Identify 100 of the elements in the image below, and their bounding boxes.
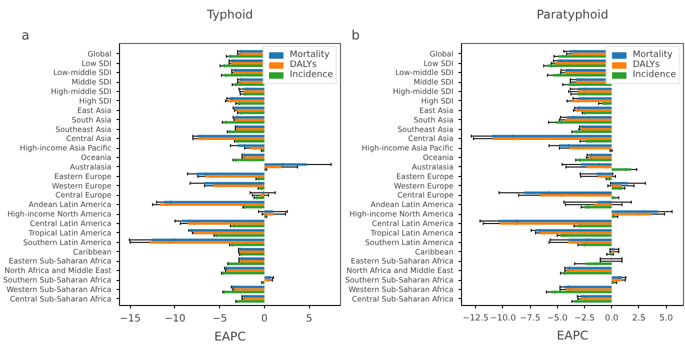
bar — [578, 158, 612, 162]
bar — [565, 288, 612, 291]
bar — [256, 196, 264, 200]
bar — [204, 182, 264, 185]
bar — [197, 137, 264, 140]
bar — [236, 109, 264, 112]
bar — [213, 184, 264, 188]
bar — [264, 276, 272, 279]
bar — [236, 140, 264, 142]
bar — [498, 220, 612, 222]
bar — [578, 97, 612, 100]
bar — [569, 146, 612, 150]
bar — [224, 121, 264, 124]
bar — [243, 88, 264, 90]
bar — [567, 269, 612, 272]
x-axis-title: EAPC — [214, 330, 246, 344]
bar — [612, 212, 652, 216]
bar — [581, 298, 612, 300]
x-tick-label: −12.5 — [462, 314, 489, 324]
bar — [234, 106, 264, 110]
bar — [188, 222, 264, 225]
x-tick-label: −10 — [164, 314, 186, 324]
bar — [562, 272, 612, 274]
x-tick-label: −2.5 — [574, 314, 595, 324]
x-axis-title: EAPC — [556, 328, 588, 342]
bar — [578, 88, 612, 90]
bar — [243, 90, 264, 93]
bar — [190, 229, 264, 232]
bar — [580, 163, 612, 166]
bar — [550, 290, 612, 294]
bar — [583, 112, 612, 114]
bar — [612, 182, 628, 185]
bar — [230, 60, 264, 62]
bar — [240, 260, 264, 262]
bar — [234, 68, 264, 72]
bar — [204, 175, 264, 178]
bar — [572, 100, 612, 102]
x-tick-label: 5 — [306, 314, 312, 324]
x-tick-label: 0.0 — [604, 314, 618, 324]
bar — [242, 92, 264, 96]
bar — [228, 262, 264, 265]
bar — [500, 222, 612, 225]
x-tick-label: −10.0 — [490, 314, 516, 324]
bar — [560, 234, 612, 237]
bar — [182, 220, 264, 222]
bar — [234, 288, 264, 291]
bar — [580, 295, 612, 298]
bar — [576, 109, 612, 112]
bar — [493, 137, 612, 140]
bar — [194, 232, 264, 234]
bar — [240, 257, 264, 260]
bar — [238, 102, 264, 105]
bar — [239, 80, 264, 84]
legend-label: DALYs — [632, 60, 660, 70]
text: b — [352, 28, 360, 44]
bar — [612, 184, 621, 188]
bar — [581, 125, 612, 128]
bar — [234, 71, 264, 74]
bar — [598, 175, 612, 178]
bar — [234, 116, 264, 119]
bar — [586, 262, 612, 265]
bar — [238, 144, 264, 147]
bar — [586, 140, 612, 142]
chart-title: Typhoid — [206, 8, 254, 22]
x-tick-label: −7.5 — [520, 314, 540, 324]
bar — [196, 172, 264, 176]
bar — [612, 168, 632, 171]
bar — [152, 238, 264, 242]
bar — [250, 146, 264, 150]
bar — [540, 232, 612, 234]
bar — [558, 144, 612, 147]
bar — [257, 178, 264, 180]
x-tick-label: 0 — [261, 314, 268, 324]
bar — [239, 112, 264, 114]
legend-label: Mortality — [290, 50, 330, 60]
bar — [260, 194, 264, 196]
bar — [564, 286, 612, 288]
bar — [239, 248, 264, 251]
bar — [264, 212, 274, 216]
bar — [228, 55, 264, 58]
bar — [540, 194, 612, 196]
bar — [574, 130, 612, 134]
bar — [228, 130, 264, 134]
bar — [236, 125, 264, 128]
bar — [232, 286, 264, 288]
bar — [230, 244, 264, 246]
x-tick-label: −5 — [212, 314, 228, 324]
bar — [239, 50, 264, 53]
x-tick-label: −15 — [120, 314, 141, 324]
chart-title: Paratyphoid — [536, 8, 608, 22]
bar — [264, 278, 270, 282]
bar — [239, 250, 264, 254]
bar — [230, 97, 264, 100]
bar — [577, 224, 612, 228]
bar — [574, 300, 612, 303]
bar — [612, 210, 658, 213]
bar — [234, 158, 264, 162]
bar — [581, 128, 612, 131]
bar — [226, 269, 264, 272]
bar — [596, 172, 612, 176]
